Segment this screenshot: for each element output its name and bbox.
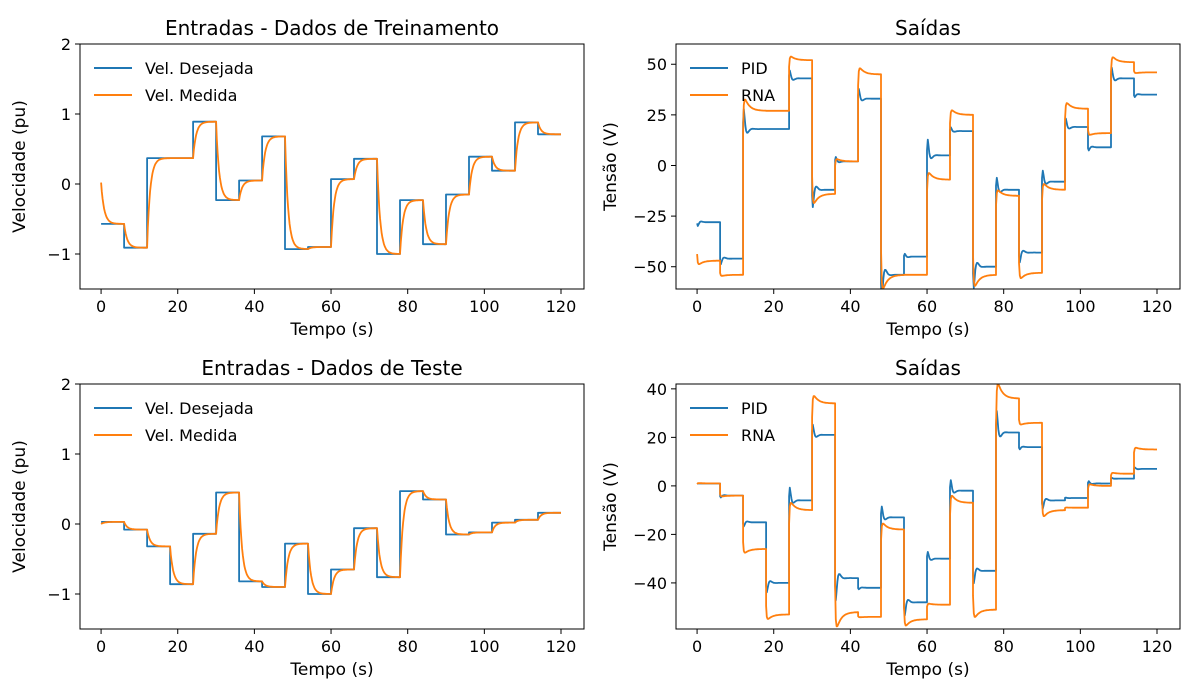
x-axis-label: Tempo (s) — [885, 660, 969, 680]
x-tick-label: 120 — [546, 637, 577, 656]
legend: PID RNA — [690, 399, 775, 445]
x-tick-label: 20 — [764, 297, 784, 316]
y-tick-label: 1 — [61, 105, 71, 124]
y-tick-label: −50 — [633, 258, 667, 277]
x-tick-label: 60 — [321, 297, 341, 316]
chart-title: Entradas - Dados de Teste — [201, 356, 462, 380]
plot-frame — [79, 43, 585, 290]
x-tick-label: 20 — [168, 637, 188, 656]
series-group — [100, 120, 562, 255]
x-tick-label: 100 — [469, 637, 500, 656]
x-tick-label: 80 — [994, 297, 1014, 316]
y-tick-label: 25 — [647, 106, 667, 125]
plot-frame — [675, 383, 1181, 630]
series-group — [696, 384, 1158, 628]
chart-title: Saídas — [895, 16, 961, 40]
y-tick-label: 20 — [647, 428, 667, 447]
y-tick-label: 40 — [647, 380, 667, 399]
x-tick-label: 60 — [917, 297, 937, 316]
y-tick-label: 2 — [61, 375, 71, 394]
y-tick-label: 1 — [61, 445, 71, 464]
x-axis-label: Tempo (s) — [885, 320, 969, 340]
x-tick-label: 80 — [398, 297, 418, 316]
x-axis-label: Tempo (s) — [289, 660, 373, 680]
panel-training-outputs: 0 20 40 60 80 100 120 −50 −25 0 25 50 Saídas Tempo (s… — [601, 16, 1181, 340]
legend-label: PID — [741, 399, 768, 418]
panel-test-outputs: 0 20 40 60 80 100 120 −40 −20 0 20 40 Saídas Tempo (s… — [601, 356, 1181, 680]
series-line-rna — [696, 384, 1158, 628]
x-tick-label: 40 — [244, 297, 264, 316]
panel-test-inputs: 0 20 40 60 80 100 120 −1 0 1 2 Entradas - Dados de … — [10, 356, 585, 680]
series-line-vel-medida — [100, 120, 562, 255]
panel-training-inputs: 0 20 40 60 80 100 120 −1 0 1 2 Entradas - Dados de … — [10, 16, 585, 340]
legend-label: Vel. Desejada — [145, 399, 254, 418]
chart-title: Saídas — [895, 356, 961, 380]
y-tick-label: 0 — [61, 515, 71, 534]
x-tick-label: 100 — [1065, 297, 1096, 316]
x-tick-label: 0 — [96, 637, 106, 656]
series-line-rna — [696, 55, 1158, 289]
legend: PID RNA — [690, 59, 775, 105]
x-tick-label: 20 — [168, 297, 188, 316]
y-axis-label: Tensão (V) — [601, 122, 621, 212]
x-tick-label: 60 — [321, 637, 341, 656]
y-tick-label: −1 — [47, 245, 71, 264]
series-line-vel-medida — [100, 490, 562, 595]
x-tick-label: 100 — [469, 297, 500, 316]
y-tick-label: 0 — [61, 175, 71, 194]
x-tick-label: 0 — [96, 297, 106, 316]
legend-label: RNA — [741, 426, 775, 445]
x-tick-label: 40 — [840, 297, 860, 316]
legend: Vel. Desejada Vel. Medida — [94, 399, 254, 445]
legend-label: RNA — [741, 86, 775, 105]
series-group — [696, 55, 1158, 289]
x-tick-label: 80 — [994, 637, 1014, 656]
series-group — [100, 490, 562, 595]
x-tick-label: 0 — [692, 637, 702, 656]
y-tick-label: 50 — [647, 55, 667, 74]
y-tick-label: 2 — [61, 35, 71, 54]
plot-frame — [79, 383, 585, 630]
x-tick-label: 120 — [1142, 297, 1173, 316]
y-tick-label: 0 — [657, 156, 667, 175]
x-tick-label: 120 — [546, 297, 577, 316]
y-axis-label: Tensão (V) — [601, 462, 621, 552]
y-tick-label: −1 — [47, 585, 71, 604]
plot-frame — [675, 43, 1181, 290]
x-axis-label: Tempo (s) — [289, 320, 373, 340]
legend-label: PID — [741, 59, 768, 78]
x-tick-label: 20 — [764, 637, 784, 656]
x-tick-label: 100 — [1065, 637, 1096, 656]
chart-title: Entradas - Dados de Treinamento — [165, 16, 499, 40]
x-tick-label: 40 — [840, 637, 860, 656]
x-tick-label: 60 — [917, 637, 937, 656]
y-axis-label: Velocidade (pu) — [10, 440, 30, 573]
x-tick-label: 0 — [692, 297, 702, 316]
y-tick-label: 0 — [657, 477, 667, 496]
legend: Vel. Desejada Vel. Medida — [94, 59, 254, 105]
y-tick-label: −25 — [633, 207, 667, 226]
y-tick-label: −20 — [633, 525, 667, 544]
x-tick-label: 80 — [398, 637, 418, 656]
x-tick-label: 120 — [1142, 637, 1173, 656]
series-line-pid — [696, 66, 1158, 289]
y-axis-label: Velocidade (pu) — [10, 100, 30, 233]
legend-label: Vel. Medida — [145, 86, 237, 105]
legend-label: Vel. Medida — [145, 426, 237, 445]
x-tick-label: 40 — [244, 637, 264, 656]
series-line-pid — [696, 410, 1158, 617]
y-tick-label: −40 — [633, 574, 667, 593]
legend-label: Vel. Desejada — [145, 59, 254, 78]
series-line-vel-desejada — [100, 490, 562, 595]
